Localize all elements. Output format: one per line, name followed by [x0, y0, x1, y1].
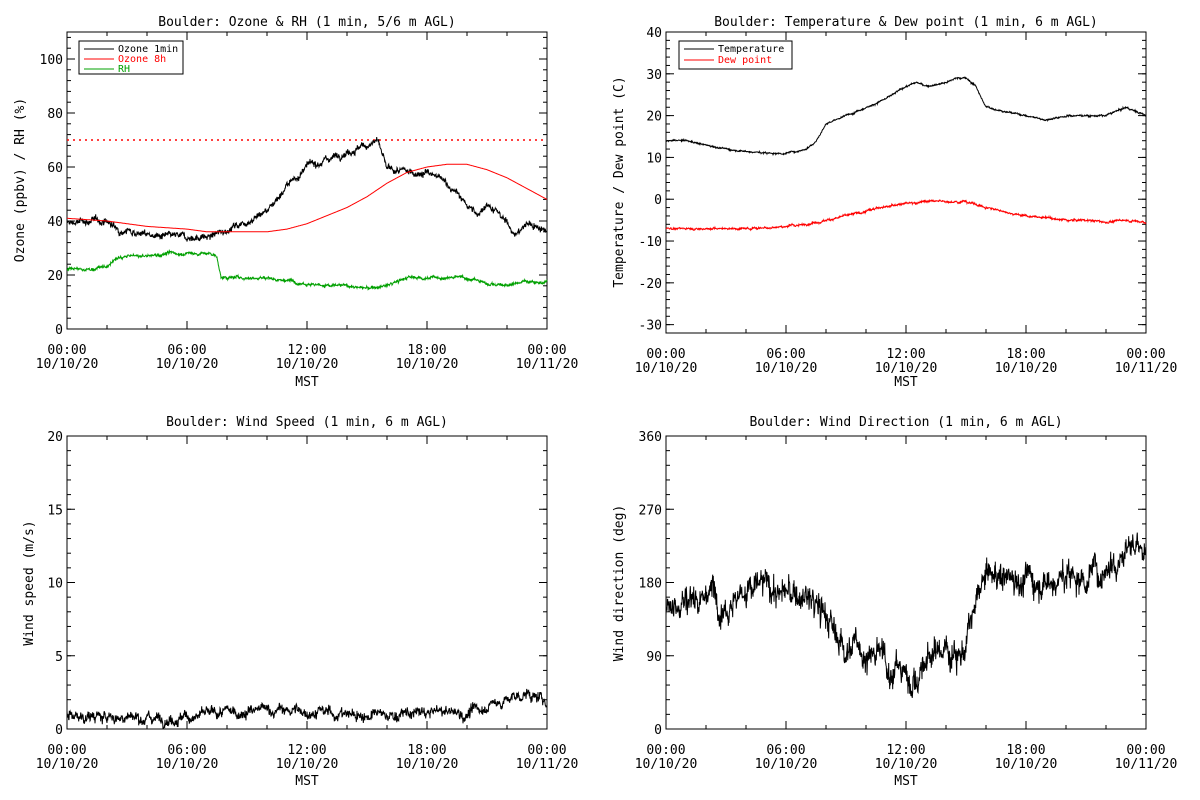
y-axis-label: Ozone (ppbv) / RH (%): [13, 98, 28, 262]
x-tick-label-time: 06:00: [766, 743, 805, 758]
y-tick-label: 80: [47, 107, 63, 122]
y-tick-label: 360: [639, 430, 662, 445]
x-tick-label-date: 10/11/20: [1115, 757, 1178, 772]
y-tick-label: 10: [646, 151, 662, 166]
x-axis-label: MST: [894, 774, 918, 789]
series-line-dew-point: [665, 198, 1147, 232]
x-tick-label-date: 10/10/20: [156, 757, 219, 772]
y-tick-label: 15: [47, 503, 63, 518]
legend: Ozone 1min Ozone 8h RH: [78, 40, 184, 75]
x-tick-label-time: 00:00: [1126, 347, 1165, 362]
wind-speed-chart: Boulder: Wind Speed (1 min, 6 m AGL) MST…: [22, 415, 578, 789]
x-tick-label-time: 12:00: [886, 743, 925, 758]
x-tick-label-date: 10/10/20: [995, 361, 1058, 376]
x-tick-label-time: 18:00: [1006, 347, 1045, 362]
chart-title: Boulder: Wind Speed (1 min, 6 m AGL): [166, 415, 448, 430]
x-tick-label-time: 06:00: [766, 347, 805, 362]
x-tick-label-date: 10/11/20: [1115, 361, 1178, 376]
x-tick-label-date: 10/10/20: [635, 757, 698, 772]
x-tick-label-time: 00:00: [527, 343, 566, 358]
legend-label-ozone-8h: Ozone 8h: [118, 54, 166, 65]
temperature-dewpoint-chart: Boulder: Temperature & Dew point (1 min,…: [612, 15, 1177, 390]
series-line-main: [66, 688, 548, 730]
y-tick-label: 20: [646, 110, 662, 125]
x-tick-label-time: 12:00: [287, 343, 326, 358]
x-tick-label-time: 00:00: [646, 347, 685, 362]
x-tick-label-time: 12:00: [886, 347, 925, 362]
x-axis-label: MST: [295, 375, 319, 390]
series-line-ozone-1min: [66, 136, 548, 242]
x-axis-label: MST: [894, 375, 918, 390]
legend-label-ozone-1min: Ozone 1min: [118, 44, 178, 55]
series-line-rh: [67, 248, 548, 291]
series-line-main: [665, 532, 1147, 698]
x-tick-label-date: 10/11/20: [516, 357, 579, 372]
series-line-temperature: [665, 76, 1147, 157]
x-tick-label-date: 10/10/20: [276, 757, 339, 772]
y-tick-label: 40: [646, 26, 662, 41]
legend-label-rh: RH: [118, 64, 130, 75]
y-tick-label: -20: [639, 277, 662, 292]
x-tick-label-time: 06:00: [167, 343, 206, 358]
y-tick-label: 0: [654, 723, 662, 738]
legend-label-temperature: Temperature: [718, 44, 784, 55]
y-tick-label: -30: [639, 319, 662, 334]
x-tick-label-date: 10/10/20: [396, 357, 459, 372]
y-tick-label: 0: [55, 723, 63, 738]
plot-frame: [665, 31, 1147, 334]
chart-title: Boulder: Temperature & Dew point (1 min,…: [714, 15, 1098, 30]
x-tick-label-date: 10/10/20: [156, 357, 219, 372]
legend-label-dew-point: Dew point: [718, 55, 772, 66]
x-tick-label-date: 10/10/20: [36, 357, 99, 372]
y-tick-label: 0: [654, 193, 662, 208]
x-tick-label-date: 10/10/20: [36, 757, 99, 772]
x-tick-label-time: 06:00: [167, 743, 206, 758]
y-tick-label: 5: [55, 650, 63, 665]
x-tick-label-time: 00:00: [47, 743, 86, 758]
series-line-ozone-8h: [67, 163, 548, 233]
plot-frame: [665, 435, 1147, 730]
y-axis-label: Temperature / Dew point (C): [612, 76, 627, 287]
x-tick-label-date: 10/10/20: [875, 757, 938, 772]
x-tick-label-time: 12:00: [287, 743, 326, 758]
y-tick-label: -10: [639, 235, 662, 250]
y-tick-label: 270: [639, 503, 662, 518]
y-axis-label: Wind direction (deg): [612, 505, 627, 662]
x-tick-label-time: 00:00: [47, 343, 86, 358]
y-tick-label: 20: [47, 269, 63, 284]
y-tick-label: 20: [47, 430, 63, 445]
y-axis-label: Wind speed (m/s): [22, 520, 37, 645]
y-tick-label: 0: [55, 323, 63, 338]
y-tick-label: 10: [47, 577, 63, 592]
x-tick-label-date: 10/10/20: [755, 757, 818, 772]
x-tick-label-time: 18:00: [407, 743, 446, 758]
x-tick-label-date: 10/10/20: [995, 757, 1058, 772]
plot-frame: [66, 435, 548, 730]
legend-box: [678, 40, 793, 70]
x-tick-label-date: 10/10/20: [875, 361, 938, 376]
x-tick-label-time: 00:00: [1126, 743, 1165, 758]
y-tick-label: 30: [646, 68, 662, 83]
x-axis-label: MST: [295, 774, 319, 789]
x-tick-label-time: 00:00: [527, 743, 566, 758]
x-tick-label-date: 10/10/20: [396, 757, 459, 772]
chart-title: Boulder: Wind Direction (1 min, 6 m AGL): [749, 415, 1062, 430]
ozone-rh-chart: Boulder: Ozone & RH (1 min, 5/6 m AGL) M…: [13, 15, 578, 390]
y-tick-label: 60: [47, 161, 63, 176]
wind-direction-chart: Boulder: Wind Direction (1 min, 6 m AGL)…: [612, 415, 1177, 789]
x-tick-label-date: 10/10/20: [276, 357, 339, 372]
x-tick-label-date: 10/11/20: [516, 757, 579, 772]
x-tick-label-date: 10/10/20: [755, 361, 818, 376]
y-tick-label: 100: [40, 53, 63, 68]
y-tick-label: 40: [47, 215, 63, 230]
y-tick-label: 90: [646, 650, 662, 665]
legend: Temperature Dew point: [678, 40, 793, 70]
x-tick-label-time: 18:00: [1006, 743, 1045, 758]
chart-title: Boulder: Ozone & RH (1 min, 5/6 m AGL): [158, 15, 455, 30]
y-tick-label: 180: [639, 577, 662, 592]
x-tick-label-time: 18:00: [407, 343, 446, 358]
x-tick-label-date: 10/10/20: [635, 361, 698, 376]
x-tick-label-time: 00:00: [646, 743, 685, 758]
